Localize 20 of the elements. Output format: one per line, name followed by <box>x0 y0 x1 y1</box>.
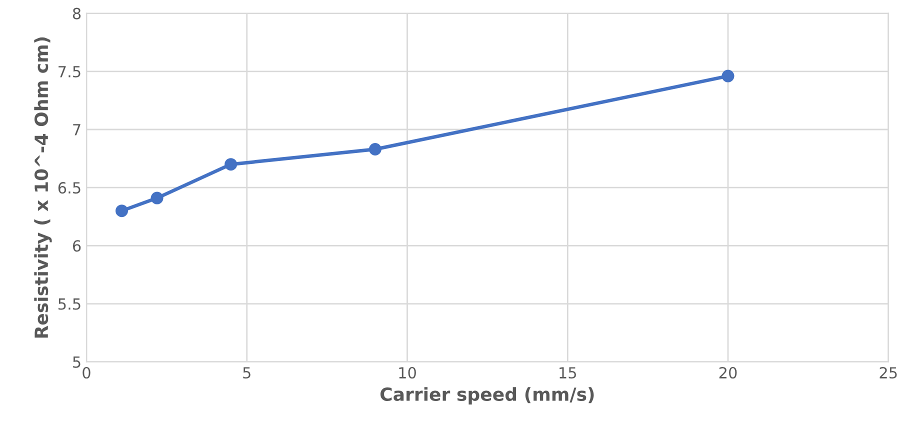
point <box>722 70 734 82</box>
y-tick-label: 6.5 <box>58 182 80 194</box>
point <box>368 143 382 156</box>
point <box>224 158 238 171</box>
y-tick-label: 6 <box>72 240 81 252</box>
y-axis-title: Resistivity ( x 10^-4 Ohm cm) <box>34 37 52 338</box>
y-tick-label: 8 <box>72 8 81 20</box>
x-tick-label: 5 <box>243 367 250 379</box>
x-tick-label: 0 <box>82 366 90 379</box>
x-tick-label: 10 <box>399 366 416 379</box>
y-tick-label: 5.5 <box>58 298 80 310</box>
point <box>150 192 164 204</box>
x-tick-label: 20 <box>719 366 737 379</box>
y-tick-label: 7.5 <box>58 66 80 78</box>
x-axis-title: Carrier speed (mm/s) <box>380 387 594 405</box>
y-tick-label: 5 <box>73 356 80 368</box>
y-tick-label: 7 <box>73 124 80 136</box>
x-tick-label: 25 <box>880 366 897 379</box>
x-tick-label: 15 <box>560 367 576 379</box>
point <box>116 204 128 218</box>
